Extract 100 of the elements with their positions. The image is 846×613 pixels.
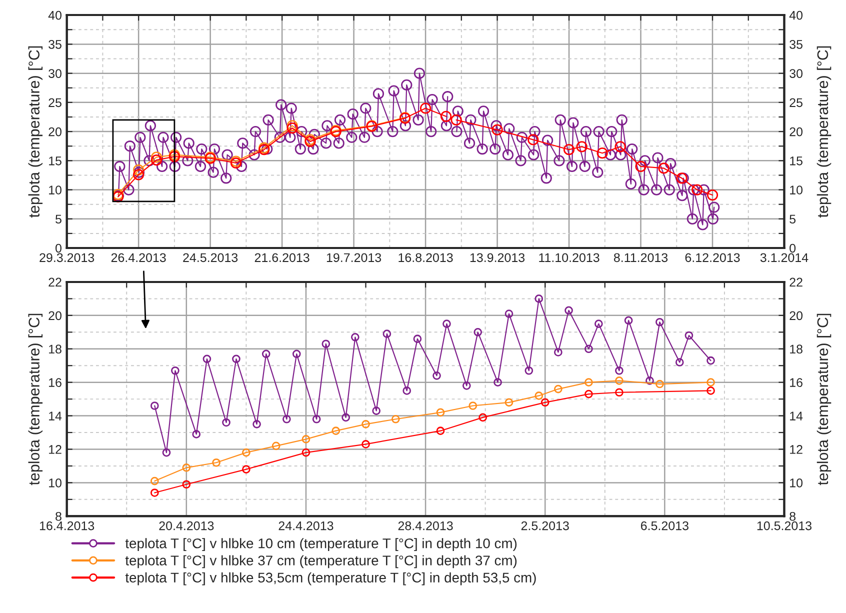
point <box>440 110 452 122</box>
point <box>182 480 191 489</box>
point <box>615 388 624 397</box>
point <box>150 152 162 163</box>
point <box>242 448 250 457</box>
point <box>150 154 162 166</box>
point <box>563 144 575 156</box>
x-tick-label: 29.3.2013 <box>40 253 94 262</box>
point <box>450 114 462 126</box>
point <box>332 426 340 436</box>
point <box>594 320 603 328</box>
point <box>706 356 715 365</box>
x-tick-label: 6.12.2013 <box>685 253 740 262</box>
point <box>212 458 220 467</box>
point <box>675 358 684 366</box>
point <box>171 366 180 375</box>
x-tick-label: 20.4.2013 <box>159 521 214 530</box>
point <box>524 366 534 375</box>
y2-tick-label: 15 <box>790 156 802 166</box>
point <box>494 378 502 387</box>
y2-tick-label: 14 <box>790 412 803 420</box>
y2-tick-label: 10 <box>790 186 803 194</box>
y2-tick-label: 18 <box>790 344 802 354</box>
y2-axis-title: teplota (temperature) [°C] <box>816 314 832 486</box>
y-tick-label: 10 <box>49 186 62 194</box>
point <box>150 402 159 410</box>
y-tick-label: 0 <box>56 244 62 253</box>
y-tick-label: 8 <box>56 512 62 521</box>
y-tick-label: 22 <box>48 278 62 287</box>
x-tick-label: 26.4.2013 <box>111 253 166 262</box>
point <box>534 294 544 303</box>
point <box>584 344 593 354</box>
point <box>432 371 441 380</box>
point <box>362 420 370 428</box>
point <box>576 141 588 152</box>
x-tick-label: 2.5.2013 <box>521 521 569 530</box>
y-tick-label: 30 <box>48 69 62 78</box>
y-tick-label: 40 <box>48 10 62 20</box>
point <box>202 354 212 364</box>
x-tick-label: 6.5.2013 <box>640 521 688 530</box>
y-tick-label: 16 <box>49 378 62 387</box>
point <box>656 318 664 326</box>
point <box>372 406 381 415</box>
x-tick-label: 13.9.2013 <box>470 253 525 262</box>
y-tick-label: 14 <box>49 412 62 420</box>
y-tick-label: 12 <box>49 445 62 454</box>
point <box>362 440 370 448</box>
point <box>150 476 159 486</box>
x-tick-label: 10.5.2013 <box>757 521 812 530</box>
y-tick-label: 18 <box>49 344 62 354</box>
point <box>656 380 664 388</box>
point <box>402 386 412 395</box>
point <box>706 189 718 201</box>
y2-tick-label: 25 <box>790 98 802 108</box>
point <box>272 442 280 450</box>
x-tick-label: 11.10.2013 <box>539 253 600 262</box>
point <box>342 413 350 422</box>
point <box>351 333 360 342</box>
point <box>474 328 482 336</box>
point <box>282 414 291 424</box>
y2-tick-label: 12 <box>790 445 802 454</box>
y2-tick-label: 20 <box>790 127 803 136</box>
y-tick-label: 15 <box>49 156 62 166</box>
legend-label: teplota T [°C] v hlbke 53,5cm (temperature T [°C] in depth 53,5 cm) <box>125 572 536 586</box>
x-tick-label: 19.7.2013 <box>326 253 382 262</box>
point <box>534 392 544 400</box>
y-tick-label: 25 <box>48 98 62 108</box>
point <box>462 382 471 390</box>
point <box>658 162 670 174</box>
point <box>302 435 310 444</box>
point <box>635 160 646 172</box>
x-tick-label: 16.8.2013 <box>398 253 453 262</box>
point <box>162 448 171 457</box>
point <box>150 488 159 497</box>
point <box>584 390 593 398</box>
y2-tick-label: 22 <box>790 278 802 287</box>
point <box>302 448 310 457</box>
point <box>391 414 400 424</box>
point <box>646 376 654 385</box>
point <box>286 122 298 134</box>
point <box>286 120 298 132</box>
point <box>706 378 715 387</box>
y-tick-label: 10 <box>49 478 62 488</box>
point <box>478 413 487 422</box>
legend-label: teplota T [°C] v hlbke 10 cm (temperature T [°C] in depth 10 cm) <box>125 538 517 552</box>
point <box>614 141 626 152</box>
point <box>692 184 703 196</box>
point <box>554 348 562 356</box>
point <box>624 316 633 325</box>
x-tick-label: 28.4.2013 <box>398 521 453 530</box>
point <box>504 310 514 318</box>
point <box>528 134 539 146</box>
y2-tick-label: 0 <box>790 244 796 253</box>
y2-tick-label: 40 <box>789 10 803 20</box>
point <box>492 124 503 136</box>
y2-tick-label: 10 <box>790 478 803 488</box>
y-axis-title: teplota (temperature) [°C] <box>28 314 43 486</box>
point <box>584 378 593 387</box>
y2-tick-label: 35 <box>790 40 802 49</box>
x-tick-label: 24.4.2013 <box>278 521 334 530</box>
